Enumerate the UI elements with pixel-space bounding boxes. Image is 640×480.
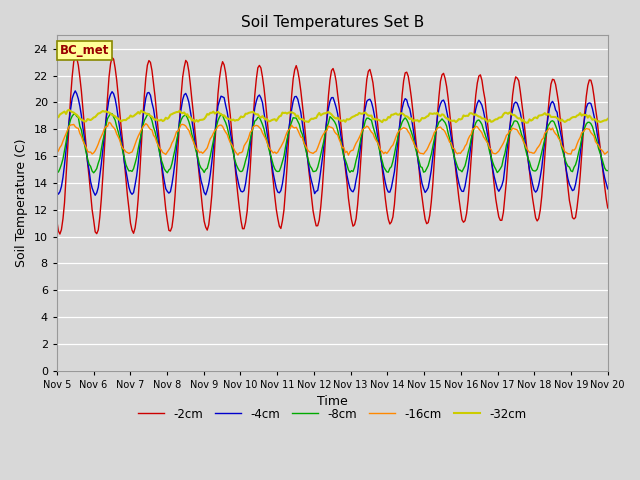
Text: BC_met: BC_met (60, 44, 109, 57)
-2cm (239, 226, 246, 231)
-16cm (576, 135, 584, 141)
-2cm (604, 205, 612, 211)
-4cm (220, 95, 228, 100)
-2cm (72, 53, 79, 59)
-4cm (124, 177, 131, 182)
Y-axis label: Soil Temperature (C): Soil Temperature (C) (15, 139, 28, 267)
-8cm (239, 168, 246, 174)
-16cm (105, 120, 113, 125)
-2cm (53, 218, 61, 224)
-16cm (237, 150, 245, 156)
-2cm (248, 138, 255, 144)
Line: -4cm: -4cm (57, 91, 608, 195)
-32cm (122, 117, 130, 123)
-2cm (124, 192, 131, 198)
-2cm (297, 88, 305, 94)
-16cm (296, 131, 303, 136)
-8cm (53, 170, 61, 176)
-16cm (219, 123, 227, 129)
-4cm (53, 189, 61, 194)
-16cm (604, 149, 612, 155)
-8cm (297, 128, 305, 134)
-4cm (72, 88, 79, 94)
-8cm (248, 130, 255, 136)
Line: -32cm: -32cm (57, 110, 608, 123)
-16cm (122, 149, 130, 155)
-32cm (604, 116, 612, 122)
-8cm (604, 168, 612, 174)
Title: Soil Temperatures Set B: Soil Temperatures Set B (241, 15, 424, 30)
-32cm (219, 113, 227, 119)
-4cm (239, 189, 246, 195)
-32cm (576, 110, 584, 116)
-2cm (576, 174, 584, 180)
-4cm (297, 109, 305, 115)
-4cm (92, 192, 99, 198)
-8cm (576, 144, 584, 150)
-32cm (53, 115, 61, 120)
-16cm (246, 130, 254, 135)
-2cm (56, 231, 64, 237)
-32cm (65, 107, 73, 113)
-32cm (523, 120, 531, 126)
-8cm (107, 110, 115, 116)
-32cm (296, 116, 303, 122)
-8cm (90, 170, 97, 176)
-16cm (344, 152, 352, 158)
-2cm (220, 62, 228, 68)
-4cm (604, 186, 612, 192)
-16cm (53, 150, 61, 156)
Line: -16cm: -16cm (57, 122, 608, 155)
Legend: -2cm, -4cm, -8cm, -16cm, -32cm: -2cm, -4cm, -8cm, -16cm, -32cm (134, 403, 531, 425)
Line: -8cm: -8cm (57, 113, 608, 173)
-4cm (248, 129, 255, 134)
Line: -2cm: -2cm (57, 56, 608, 234)
-8cm (220, 116, 228, 122)
-32cm (246, 109, 254, 115)
X-axis label: Time: Time (317, 396, 348, 408)
-4cm (576, 152, 584, 157)
-8cm (124, 165, 131, 171)
-32cm (237, 114, 245, 120)
